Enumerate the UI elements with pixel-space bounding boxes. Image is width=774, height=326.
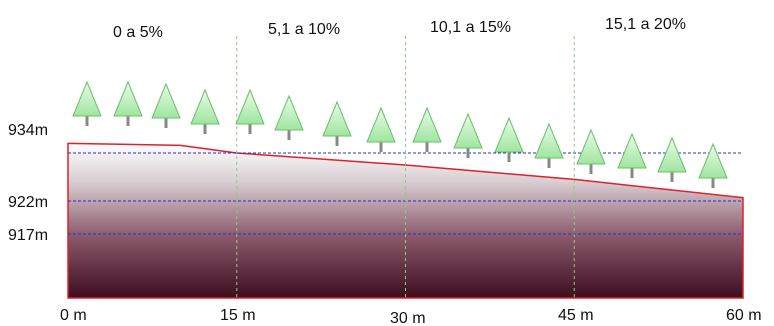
tree-icon [657, 136, 687, 182]
distance-label-60: 60 m [726, 307, 762, 324]
elevation-label-917: 917m [8, 227, 48, 244]
tree-icon [617, 132, 647, 178]
tree-icon [366, 106, 396, 152]
slope-class-label-1: 0 a 5% [113, 24, 163, 41]
elevation-label-922: 922m [8, 194, 48, 211]
tree-icon [274, 94, 304, 140]
tree-row [72, 80, 728, 188]
tree-icon [72, 80, 102, 126]
tree-icon [494, 116, 524, 162]
distance-label-45: 45 m [558, 307, 594, 324]
distance-label-30: 30 m [390, 310, 426, 326]
tree-icon [113, 80, 143, 126]
slope-class-label-4: 15,1 a 20% [605, 16, 686, 33]
elevation-label-934: 934m [8, 122, 48, 139]
tree-icon [151, 82, 181, 128]
tree-icon [534, 122, 564, 168]
distance-label-0: 0 m [60, 307, 87, 324]
tree-icon [698, 142, 728, 188]
tree-icon [322, 100, 352, 146]
tree-icon [412, 106, 442, 152]
tree-icon [453, 112, 483, 158]
tree-icon [235, 88, 265, 134]
tree-icon [190, 88, 220, 134]
slope-class-label-2: 5,1 a 10% [268, 21, 340, 38]
distance-label-15: 15 m [220, 307, 256, 324]
tree-icon [576, 128, 606, 174]
slope-segment-dividers [236, 36, 575, 298]
slope-class-label-3: 10,1 a 15% [430, 19, 511, 36]
